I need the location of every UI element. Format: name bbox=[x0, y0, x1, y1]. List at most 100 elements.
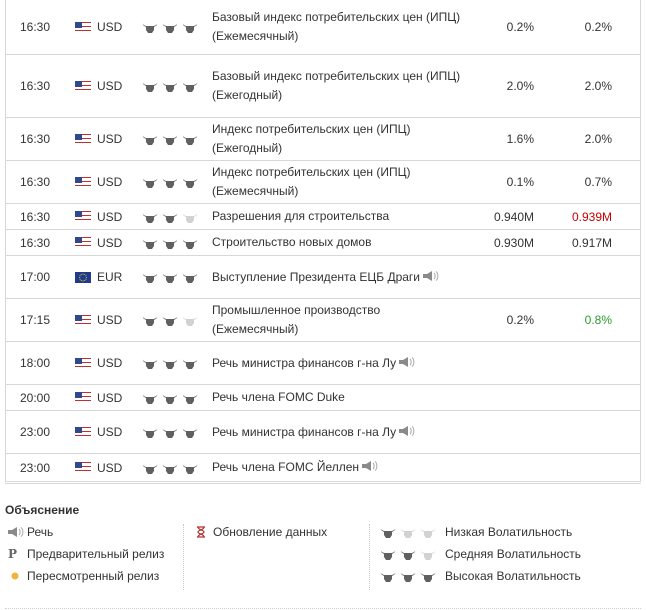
event-row[interactable]: 16:30 USD Базовый индекс потребительских ц… bbox=[6, 55, 640, 118]
event-name[interactable]: Строительство новых домов bbox=[212, 230, 462, 255]
event-title[interactable]: Базовый индекс потребительских цен (ИПЦ)… bbox=[212, 69, 461, 102]
event-currency: USD bbox=[97, 209, 123, 224]
event-currency: USD bbox=[97, 460, 123, 475]
event-actual: 2.0% bbox=[506, 79, 534, 93]
bull-icon bbox=[141, 425, 159, 439]
event-actual bbox=[454, 256, 534, 298]
event-name[interactable]: Промышленное производство (Ежемесячный) bbox=[212, 299, 462, 341]
event-time: 20:00 bbox=[20, 390, 51, 405]
bull-icon bbox=[181, 210, 199, 224]
event-row[interactable]: 16:30 USD Разрешения для строительства 0.94… bbox=[6, 204, 640, 230]
bull-icon bbox=[181, 313, 199, 327]
importance-rating bbox=[141, 454, 207, 481]
event-row[interactable]: 17:15 USD Промышленное производство (Ежеме… bbox=[6, 299, 640, 342]
bull-icon bbox=[399, 569, 417, 583]
bottom-divider bbox=[5, 608, 641, 609]
event-currency: USD bbox=[97, 20, 123, 34]
event-forecast bbox=[532, 256, 612, 298]
event-title[interactable]: Выступление Президента ЕЦБ Драги bbox=[212, 269, 421, 284]
preliminary-icon: P bbox=[8, 547, 18, 561]
us-flag-icon bbox=[75, 411, 91, 453]
bull-icon bbox=[181, 132, 199, 146]
event-name[interactable]: Выступление Президента ЕЦБ Драги bbox=[212, 256, 462, 298]
bull-icon bbox=[161, 461, 179, 475]
event-actual: 0.930M bbox=[493, 235, 534, 250]
event-name[interactable]: Разрешения для строительства bbox=[212, 204, 462, 229]
event-row[interactable]: 16:30 USD Базовый индекс потребительских ц… bbox=[6, 0, 640, 55]
event-currency: USD bbox=[97, 356, 123, 370]
event-title[interactable]: Строительство новых домов bbox=[212, 235, 372, 249]
event-time: 17:15 bbox=[20, 313, 51, 327]
legend-revised-label: Пересмотренный релиз bbox=[27, 569, 160, 583]
event-currency: USD bbox=[97, 313, 123, 327]
event-title[interactable]: Речь члена FOMC Йеллен bbox=[212, 460, 360, 474]
us-flag-icon bbox=[75, 342, 91, 384]
event-actual: 1.6% bbox=[506, 132, 534, 146]
hourglass-icon bbox=[191, 526, 213, 538]
bull-icon bbox=[141, 270, 159, 284]
event-actual: 0.2% bbox=[506, 20, 534, 34]
event-row[interactable]: 23:00 USD Речь члена FOMC Йеллен bbox=[6, 454, 640, 481]
legend-low: Низкая Волатильность bbox=[379, 525, 572, 539]
event-actual bbox=[454, 454, 534, 481]
bull-icon bbox=[379, 525, 397, 539]
speaker-icon bbox=[396, 425, 416, 439]
event-title[interactable]: Разрешения для строительства bbox=[212, 209, 390, 223]
event-name[interactable]: Речь члена FOMC Йеллен bbox=[212, 454, 462, 481]
us-flag-icon bbox=[75, 204, 91, 229]
event-name[interactable]: Индекс потребительских цен (ИПЦ) (Ежемес… bbox=[212, 161, 462, 203]
event-row[interactable]: 18:00 USD Речь министра финансов г-на Лу bbox=[6, 342, 640, 385]
bull-icon bbox=[161, 356, 179, 370]
bull-icon bbox=[141, 313, 159, 327]
us-flag-icon bbox=[75, 230, 91, 255]
us-flag-icon bbox=[75, 161, 91, 203]
event-name[interactable]: Базовый индекс потребительских цен (ИПЦ)… bbox=[212, 55, 462, 117]
bull-icon bbox=[181, 79, 199, 93]
event-name[interactable]: Речь члена FOMC Duke bbox=[212, 385, 462, 410]
low-volatility-icon bbox=[379, 525, 445, 539]
event-row[interactable]: 16:30 USD Индекс потребительских цен (ИПЦ)… bbox=[6, 161, 640, 204]
legend-speech-label: Речь bbox=[27, 525, 54, 539]
event-name[interactable]: Базовый индекс потребительских цен (ИПЦ)… bbox=[212, 0, 462, 54]
importance-rating bbox=[141, 299, 207, 341]
event-name[interactable]: Речь министра финансов г-на Лу bbox=[212, 411, 462, 453]
event-forecast bbox=[532, 342, 612, 384]
event-title[interactable]: Базовый индекс потребительских цен (ИПЦ)… bbox=[212, 10, 461, 43]
bull-icon bbox=[181, 425, 199, 439]
bull-icon bbox=[141, 132, 159, 146]
speaker-icon bbox=[420, 270, 440, 284]
event-currency: USD bbox=[97, 235, 123, 250]
event-title[interactable]: Промышленное производство (Ежемесячный) bbox=[212, 303, 381, 336]
event-title[interactable]: Индекс потребительских цен (ИПЦ) (Ежегод… bbox=[212, 122, 411, 155]
bull-icon bbox=[141, 356, 159, 370]
event-name[interactable]: Индекс потребительских цен (ИПЦ) (Ежегод… bbox=[212, 118, 462, 160]
bull-icon bbox=[181, 461, 199, 475]
event-title[interactable]: Речь члена FOMC Duke bbox=[212, 390, 345, 404]
event-time: 23:00 bbox=[20, 460, 51, 475]
event-title[interactable]: Речь министра финансов г-на Лу bbox=[212, 424, 397, 439]
us-flag-icon bbox=[75, 299, 91, 341]
bull-icon bbox=[161, 236, 179, 250]
bull-icon bbox=[141, 236, 159, 250]
eu-flag-icon bbox=[75, 256, 91, 298]
legend-title: Объяснение bbox=[5, 503, 80, 517]
legend-high: Высокая Волатильность bbox=[379, 569, 581, 583]
bull-icon bbox=[161, 20, 179, 34]
event-forecast: 0.917M bbox=[571, 235, 612, 250]
event-row[interactable]: 20:00 USD Речь члена FOMC Duke bbox=[6, 385, 640, 411]
event-row[interactable]: 16:30 USD Строительство новых домов 0.930M 0… bbox=[6, 230, 640, 256]
revised-dot-icon bbox=[5, 570, 27, 582]
importance-rating bbox=[141, 0, 207, 54]
bull-icon bbox=[141, 79, 159, 93]
event-name[interactable]: Речь министра финансов г-на Лу bbox=[212, 342, 462, 384]
event-title[interactable]: Речь министра финансов г-на Лу bbox=[212, 355, 397, 370]
us-flag-icon bbox=[75, 0, 91, 54]
event-row[interactable]: 23:00 USD Речь министра финансов г-на Лу bbox=[6, 411, 640, 454]
bull-icon bbox=[181, 175, 199, 189]
event-title[interactable]: Индекс потребительских цен (ИПЦ) (Ежемес… bbox=[212, 165, 411, 198]
event-time: 17:00 bbox=[20, 270, 51, 284]
event-row[interactable]: 16:30 USD Индекс потребительских цен (ИПЦ)… bbox=[6, 118, 640, 161]
event-time: 16:30 bbox=[20, 209, 51, 224]
importance-rating bbox=[141, 118, 207, 160]
event-row[interactable]: 17:00 EUR Выступление Президента ЕЦБ Драги bbox=[6, 256, 640, 299]
